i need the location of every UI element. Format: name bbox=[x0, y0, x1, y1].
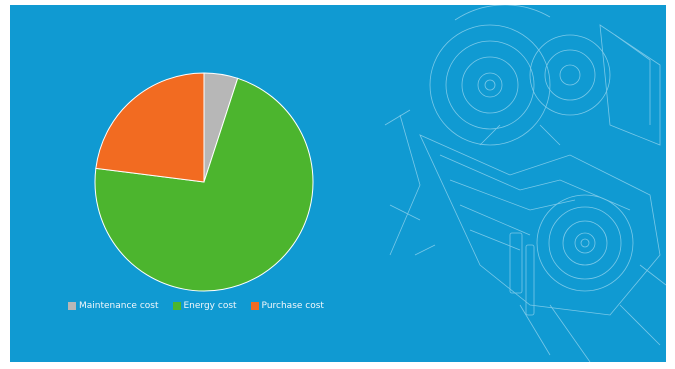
legend-swatch-maintenance bbox=[68, 302, 76, 310]
engine-blueprint-drawing bbox=[384, 5, 666, 362]
pie-chart-svg bbox=[94, 72, 314, 292]
legend-swatch-purchase bbox=[250, 302, 259, 310]
legend-label-energy: Energy cost bbox=[183, 301, 237, 311]
legend-item-maintenance: Maintenance cost bbox=[68, 301, 159, 311]
chart-banner: Maintenance cost Energy cost Purchase co… bbox=[10, 5, 666, 362]
legend-label-purchase: Purchase cost bbox=[261, 301, 324, 311]
pie-slice-energy bbox=[94, 77, 314, 292]
chart-legend: Maintenance cost Energy cost Purchase co… bbox=[68, 301, 324, 311]
legend-item-energy: Energy cost bbox=[172, 301, 237, 311]
legend-label-maintenance: Maintenance cost bbox=[79, 301, 159, 311]
legend-swatch-energy bbox=[172, 302, 181, 310]
pie-slice-purchase bbox=[95, 72, 205, 183]
legend-item-purchase: Purchase cost bbox=[250, 301, 324, 311]
pie-chart bbox=[92, 70, 316, 294]
